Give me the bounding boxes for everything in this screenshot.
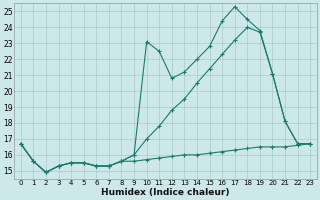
X-axis label: Humidex (Indice chaleur): Humidex (Indice chaleur)	[101, 188, 230, 197]
